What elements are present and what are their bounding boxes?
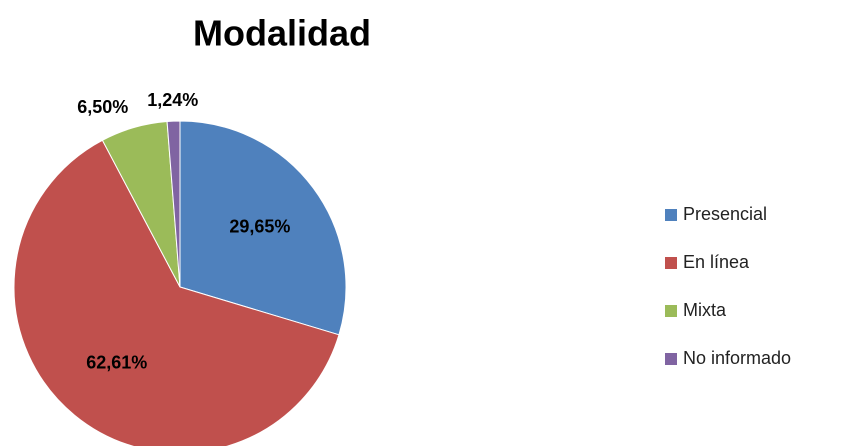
- data-label: 62,61%: [86, 353, 147, 373]
- legend-swatch: [665, 305, 677, 317]
- legend-swatch: [665, 353, 677, 365]
- chart-title: Modalidad: [193, 13, 371, 54]
- pie-slice: [13, 139, 340, 446]
- pie-slice: [179, 120, 347, 336]
- legend-label: En línea: [683, 252, 750, 272]
- legend-label: No informado: [683, 348, 791, 368]
- pie-slice: [166, 120, 181, 288]
- legend-label: Presencial: [683, 204, 767, 224]
- legend-swatch: [665, 257, 677, 269]
- data-label: 6,50%: [77, 97, 128, 117]
- legend-swatch: [665, 209, 677, 221]
- data-label: 1,24%: [147, 90, 198, 110]
- data-label: 29,65%: [229, 216, 290, 236]
- legend-label: Mixta: [683, 300, 727, 320]
